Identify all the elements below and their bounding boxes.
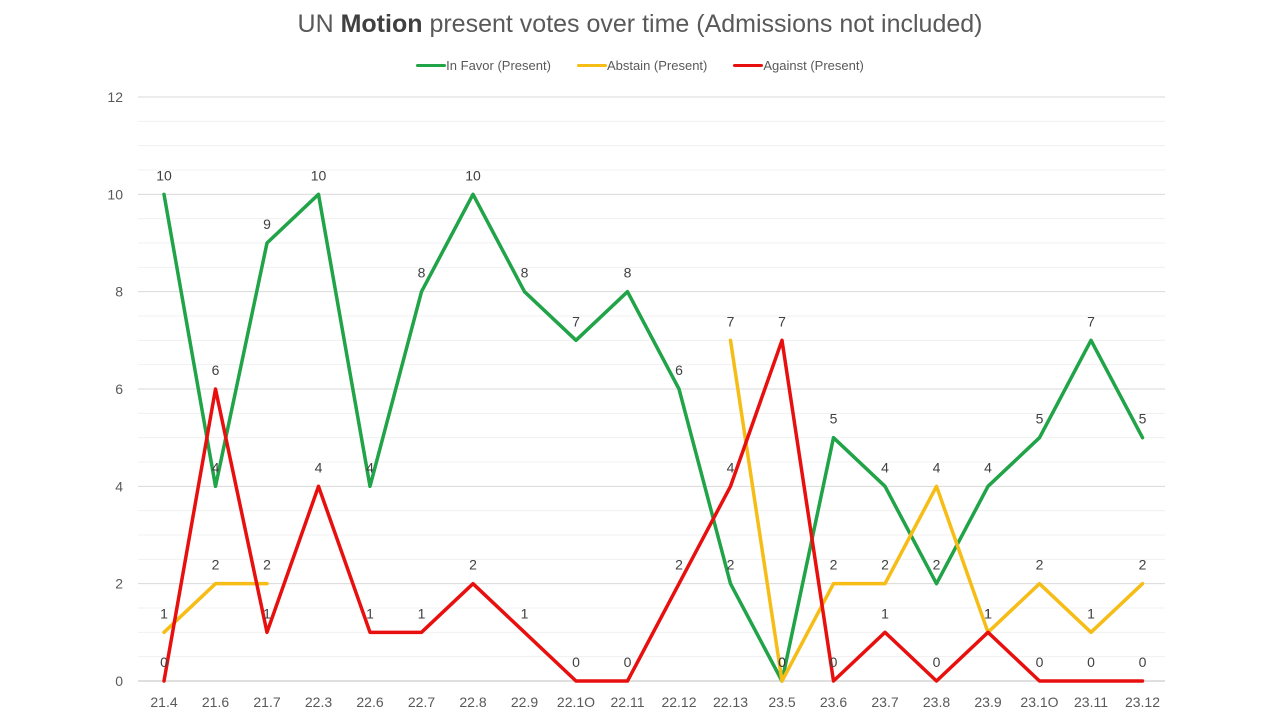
data-label: 2 (881, 557, 889, 573)
data-label: 7 (572, 313, 580, 329)
x-tick-label: 22.7 (408, 694, 435, 710)
data-label: 4 (933, 459, 941, 475)
data-label: 1 (160, 605, 168, 621)
x-tick-label: 22.11 (611, 694, 645, 710)
series-line-against-present (162, 338, 1145, 683)
x-tick-label: 22.13 (713, 694, 748, 710)
chart-legend: In Favor (Present) Abstain (Present) Aga… (0, 58, 1280, 73)
legend-item-abstain: Abstain (Present) (576, 58, 708, 73)
data-label: 2 (727, 557, 735, 573)
x-tick-label: 22.12 (661, 694, 696, 710)
legend-label-against: Against (Present) (763, 58, 864, 73)
x-tick-label: 23.5 (768, 694, 795, 710)
x-tick-label: 23.11 (1074, 694, 1108, 710)
legend-label-in-favor: In Favor (Present) (446, 58, 551, 73)
y-tick-label: 6 (115, 381, 123, 397)
x-tick-label: 23.9 (974, 694, 1001, 710)
data-label: 2 (263, 557, 271, 573)
data-label: 4 (212, 459, 220, 475)
data-label: 1 (881, 605, 889, 621)
data-label: 10 (156, 167, 172, 183)
data-label: 0 (160, 654, 168, 670)
legend-swatch-against (733, 64, 764, 67)
data-label: 8 (418, 265, 426, 281)
x-tick-label: 22.1O (557, 694, 595, 710)
data-label: 1 (521, 605, 529, 621)
y-tick-label: 2 (115, 576, 123, 592)
y-tick-label: 8 (115, 284, 123, 300)
x-tick-label: 22.8 (459, 694, 486, 710)
y-tick-label: 12 (107, 89, 123, 105)
chart-title-bold: Motion (340, 10, 423, 38)
x-tick-label: 21.4 (150, 694, 177, 710)
data-label: 0 (778, 654, 786, 670)
chart-title-suffix: present votes over time (Admissions not … (429, 10, 983, 38)
data-label: 0 (933, 654, 941, 670)
data-label: 2 (933, 557, 941, 573)
x-tick-label: 23.6 (820, 694, 847, 710)
data-label: 4 (881, 459, 889, 475)
data-label: 7 (727, 313, 735, 329)
legend-item-against: Against (Present) (733, 58, 864, 73)
data-label: 0 (572, 654, 580, 670)
x-tick-label: 22.3 (305, 694, 332, 710)
data-label: 5 (1139, 411, 1147, 427)
data-label: 1 (418, 605, 426, 621)
data-label: 2 (469, 557, 477, 573)
data-label: 6 (212, 362, 220, 378)
chart-title: UN Motion present votes over time (Admis… (0, 10, 1280, 39)
x-tick-label: 23.1O (1020, 694, 1058, 710)
y-tick-label: 10 (107, 186, 123, 202)
data-label: 1 (1087, 605, 1095, 621)
chart-title-prefix: UN (297, 10, 334, 38)
legend-swatch-in-favor (416, 64, 447, 67)
x-tick-label: 22.9 (511, 694, 538, 710)
x-tick-label: 21.7 (253, 694, 280, 710)
data-label: 4 (984, 459, 992, 475)
data-label: 1 (263, 605, 271, 621)
data-label: 8 (521, 265, 529, 281)
y-tick-label: 4 (115, 478, 123, 494)
legend-swatch-abstain (576, 64, 607, 67)
data-label: 1 (984, 605, 992, 621)
data-label: 9 (263, 216, 271, 232)
data-label: 10 (311, 167, 327, 183)
data-label: 2 (675, 557, 683, 573)
x-tick-label: 21.6 (202, 694, 229, 710)
data-label: 2 (830, 557, 838, 573)
data-label: 7 (1087, 313, 1095, 329)
x-tick-label: 23.12 (1125, 694, 1160, 710)
data-label: 4 (727, 459, 735, 475)
data-label: 7 (778, 313, 786, 329)
series-line-abstain-present (728, 338, 1145, 683)
data-label: 0 (1036, 654, 1044, 670)
data-label: 1 (366, 605, 374, 621)
series-line-abstain-present (162, 581, 269, 635)
data-label: 0 (624, 654, 632, 670)
legend-label-abstain: Abstain (Present) (606, 58, 708, 73)
x-tick-label: 23.8 (923, 694, 950, 710)
x-tick-label: 22.6 (356, 694, 383, 710)
data-label: 10 (465, 167, 481, 183)
data-label: 4 (315, 459, 323, 475)
data-label: 5 (1036, 411, 1044, 427)
data-label: 8 (624, 265, 632, 281)
y-tick-label: 0 (115, 673, 123, 689)
data-label: 0 (778, 654, 786, 670)
data-label: 1 (984, 605, 992, 621)
data-label: 2 (1036, 557, 1044, 573)
data-label: 5 (830, 411, 838, 427)
data-label: 0 (830, 654, 838, 670)
data-label: 0 (1087, 654, 1095, 670)
data-label: 4 (366, 459, 374, 475)
data-label: 0 (1139, 654, 1147, 670)
data-label: 2 (212, 557, 220, 573)
legend-item-in-favor: In Favor (Present) (416, 58, 551, 73)
data-label: 6 (675, 362, 683, 378)
x-tick-label: 23.7 (871, 694, 898, 710)
data-label: 2 (1139, 557, 1147, 573)
series-line-in-favor-present (162, 192, 1145, 683)
